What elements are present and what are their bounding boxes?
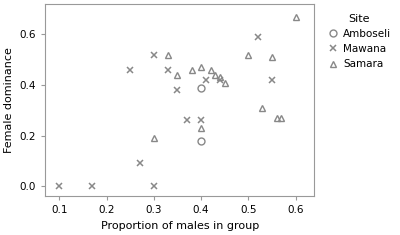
Y-axis label: Female dominance: Female dominance (4, 47, 14, 153)
X-axis label: Proportion of males in group: Proportion of males in group (101, 221, 259, 231)
Legend: Amboseli, Mawana, Samara: Amboseli, Mawana, Samara (322, 9, 396, 73)
